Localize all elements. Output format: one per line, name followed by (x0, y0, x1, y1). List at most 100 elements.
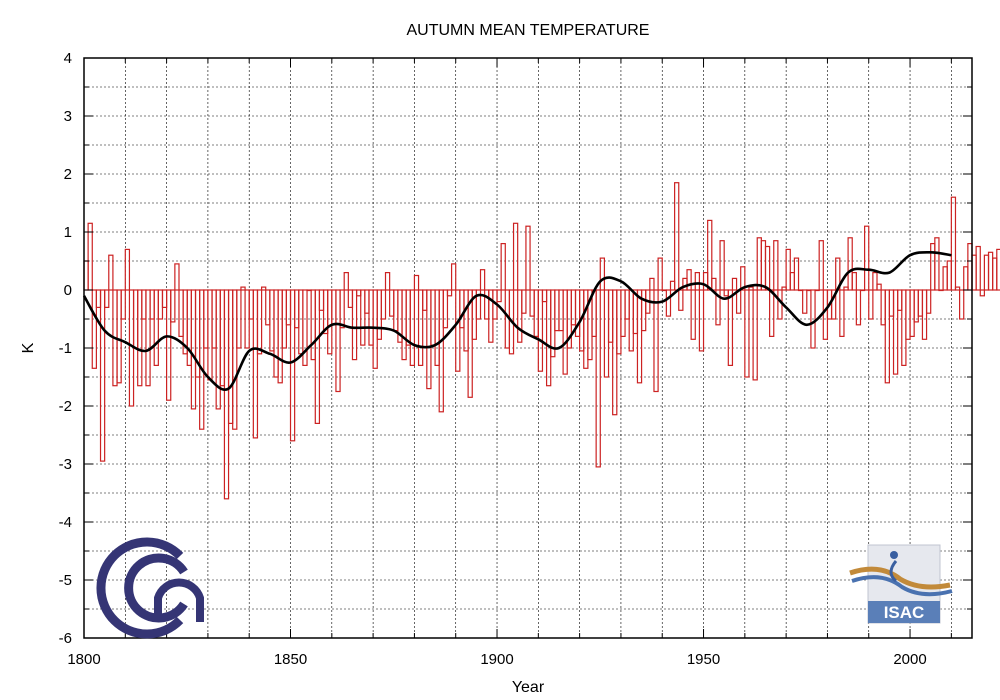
bar (219, 289, 226, 387)
y-tick-label: 3 (64, 108, 72, 125)
bar (661, 289, 667, 292)
bar (496, 289, 502, 303)
bar (314, 289, 321, 424)
bar (368, 289, 374, 346)
bar (851, 272, 857, 291)
bar (777, 289, 783, 320)
bar (91, 289, 97, 369)
bar (273, 289, 279, 378)
bar (351, 289, 358, 361)
bar (909, 289, 915, 338)
y-tick-label: 0 (64, 282, 72, 299)
bar (215, 289, 221, 410)
bar (917, 289, 924, 317)
bar (735, 289, 742, 314)
bar (562, 289, 568, 375)
bar (678, 289, 684, 311)
bar (389, 289, 395, 317)
bar (149, 289, 155, 320)
bar (921, 289, 928, 340)
bar (731, 277, 738, 291)
bar (690, 289, 696, 340)
bar (302, 289, 308, 367)
bar (500, 243, 506, 291)
bar (475, 289, 482, 320)
bar (814, 289, 820, 292)
y-tick-label: -6 (59, 630, 72, 647)
bar (310, 289, 316, 361)
bar (711, 277, 717, 291)
bar (426, 289, 432, 390)
bar (512, 222, 519, 291)
bar (364, 289, 370, 314)
bar (797, 289, 804, 292)
bar (760, 240, 767, 291)
bar (925, 289, 932, 314)
bar (855, 289, 862, 326)
bar (616, 289, 622, 355)
bar (665, 289, 672, 317)
bar (120, 289, 126, 320)
bar (545, 289, 552, 387)
bar (331, 289, 337, 326)
isac-logo-icon: ISAC (849, 544, 953, 624)
bar (954, 286, 961, 291)
bar (987, 251, 994, 291)
bar (116, 289, 122, 384)
bar (376, 289, 382, 340)
bar (892, 289, 899, 375)
bar (256, 289, 263, 355)
bar (537, 289, 544, 372)
bar (318, 289, 325, 311)
x-tick-label: 1950 (687, 651, 720, 668)
y-tick-label: -1 (59, 340, 72, 357)
bar (868, 289, 874, 320)
bar (769, 289, 775, 338)
bar (236, 289, 242, 349)
bar (657, 257, 663, 291)
bar (607, 289, 614, 343)
bar (269, 289, 275, 352)
grid (84, 58, 972, 638)
bar (248, 289, 254, 320)
smooth-series (82, 250, 952, 391)
bar (240, 286, 246, 291)
bar (612, 289, 618, 416)
bar (806, 289, 812, 292)
y-tick-label: -2 (59, 398, 72, 415)
bar (992, 257, 998, 291)
bar (141, 289, 147, 320)
bar (715, 289, 721, 326)
bar (938, 289, 944, 292)
bar (137, 289, 143, 387)
y-tick-label: -5 (59, 572, 72, 589)
bar (996, 248, 1000, 291)
bar (636, 289, 643, 384)
bar (773, 240, 779, 291)
bar (430, 289, 436, 346)
bar (393, 289, 399, 332)
bar (306, 289, 312, 292)
bar (166, 289, 172, 401)
bar (124, 248, 131, 291)
bar (450, 263, 457, 291)
bar (653, 289, 659, 393)
bar (170, 289, 176, 323)
bar (380, 289, 387, 320)
bar (261, 286, 267, 291)
bar (599, 257, 606, 291)
bar (888, 289, 895, 317)
bar (327, 289, 333, 355)
bar (459, 289, 465, 329)
bar (628, 289, 634, 352)
bar (603, 289, 610, 378)
y-tick-label: 1 (64, 224, 72, 241)
bar (707, 219, 713, 291)
bar (227, 289, 234, 424)
bar (839, 289, 845, 338)
bar (108, 254, 114, 291)
bar (521, 289, 527, 314)
bar (727, 289, 734, 367)
bar (740, 266, 746, 291)
bar (694, 272, 701, 291)
